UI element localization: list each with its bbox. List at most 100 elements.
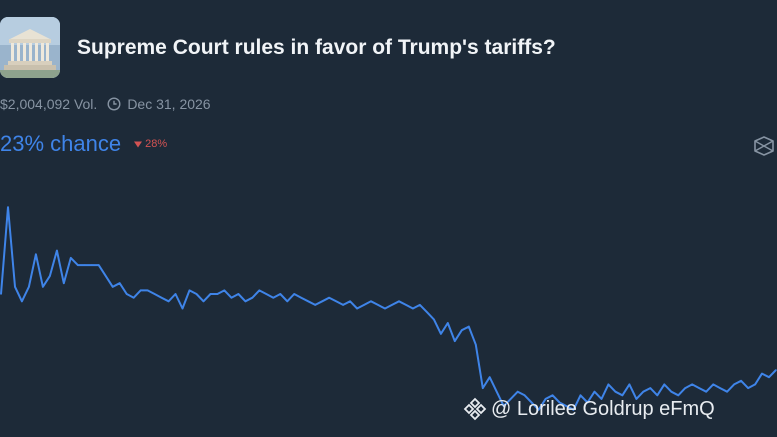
price-point bbox=[572, 409, 575, 411]
price-point bbox=[35, 253, 37, 256]
price-point bbox=[349, 300, 351, 303]
price-point bbox=[335, 300, 337, 303]
price-point bbox=[272, 296, 275, 299]
price-point bbox=[607, 383, 610, 386]
price-point bbox=[586, 401, 589, 404]
price-point bbox=[97, 264, 100, 266]
price-point bbox=[433, 318, 435, 321]
price-point bbox=[516, 390, 519, 393]
price-point bbox=[0, 293, 2, 295]
market-title[interactable]: Supreme Court rules in favor of Trump's … bbox=[77, 36, 556, 59]
price-point bbox=[593, 390, 596, 393]
price-point bbox=[502, 405, 505, 407]
price-point bbox=[419, 304, 421, 306]
price-point bbox=[244, 300, 247, 303]
price-point bbox=[405, 304, 407, 306]
price-point bbox=[384, 307, 386, 310]
price-point bbox=[230, 296, 233, 299]
price-point bbox=[677, 394, 680, 397]
price-point bbox=[663, 383, 666, 386]
price-point bbox=[544, 398, 547, 400]
price-point bbox=[377, 304, 379, 306]
price-point bbox=[691, 383, 693, 386]
price-point bbox=[488, 376, 491, 378]
price-point bbox=[461, 329, 463, 331]
price-point bbox=[649, 387, 652, 389]
market-thumbnail[interactable] bbox=[0, 17, 60, 78]
price-point bbox=[761, 372, 763, 375]
price-point bbox=[342, 304, 344, 306]
price-point bbox=[21, 300, 23, 303]
change-badge: 28% bbox=[134, 138, 167, 150]
price-point bbox=[118, 282, 121, 284]
price-point bbox=[153, 293, 156, 295]
price-point bbox=[468, 325, 470, 328]
price-point bbox=[628, 383, 631, 386]
price-point bbox=[614, 390, 617, 393]
price-point bbox=[412, 307, 414, 310]
price-point bbox=[656, 394, 659, 397]
price-point bbox=[551, 394, 554, 397]
price-point bbox=[495, 390, 498, 393]
chance-value: 23% chance bbox=[0, 131, 122, 156]
price-point bbox=[223, 289, 226, 292]
price-point bbox=[579, 394, 582, 397]
end-date-text: Dec 31, 2026 bbox=[127, 96, 211, 112]
price-point bbox=[440, 333, 442, 335]
price-point bbox=[537, 409, 540, 411]
price-point bbox=[174, 293, 177, 295]
price-point bbox=[719, 387, 721, 389]
price-point bbox=[91, 264, 93, 266]
price-point bbox=[7, 206, 9, 208]
price-point bbox=[139, 289, 142, 292]
price-point bbox=[426, 311, 428, 313]
price-point bbox=[42, 286, 44, 288]
price-point bbox=[712, 383, 714, 386]
price-point bbox=[70, 257, 72, 259]
price-point bbox=[258, 289, 261, 292]
binance-logo-icon bbox=[463, 397, 487, 421]
down-arrow-icon bbox=[134, 141, 143, 148]
price-point bbox=[600, 398, 603, 400]
price-point bbox=[370, 300, 372, 303]
market-meta: $2,004,092 Vol. Dec 31, 2026 bbox=[0, 96, 211, 112]
price-point bbox=[111, 286, 114, 288]
layers-icon[interactable] bbox=[752, 134, 776, 158]
price-point bbox=[740, 380, 742, 382]
price-point bbox=[356, 307, 358, 310]
price-point bbox=[635, 398, 638, 400]
price-point bbox=[209, 293, 212, 295]
price-point bbox=[726, 390, 728, 393]
price-point bbox=[237, 293, 240, 295]
change-value: 28% bbox=[145, 138, 168, 150]
price-point bbox=[391, 304, 393, 306]
price-point bbox=[642, 390, 645, 393]
price-point bbox=[684, 387, 686, 389]
price-point bbox=[447, 322, 449, 324]
price-point bbox=[307, 300, 310, 303]
price-point bbox=[77, 264, 79, 266]
price-point bbox=[768, 376, 770, 378]
price-point bbox=[454, 340, 456, 342]
price-point bbox=[530, 401, 533, 404]
price-point bbox=[558, 401, 561, 404]
price-point bbox=[104, 275, 107, 277]
price-point bbox=[509, 398, 512, 400]
price-point bbox=[670, 390, 673, 393]
price-point bbox=[775, 369, 777, 371]
price-point bbox=[747, 387, 749, 389]
price-point bbox=[188, 289, 191, 292]
price-point bbox=[523, 394, 526, 397]
price-point bbox=[398, 300, 400, 303]
price-point bbox=[705, 390, 707, 393]
clock-icon bbox=[107, 97, 121, 111]
price-chart[interactable] bbox=[0, 180, 777, 437]
price-point bbox=[286, 300, 289, 303]
price-point bbox=[475, 343, 477, 346]
price-point bbox=[698, 387, 700, 389]
price-point bbox=[482, 387, 484, 389]
price-point bbox=[321, 300, 324, 303]
price-point bbox=[279, 293, 282, 295]
price-point bbox=[565, 405, 568, 407]
price-point bbox=[125, 293, 128, 295]
